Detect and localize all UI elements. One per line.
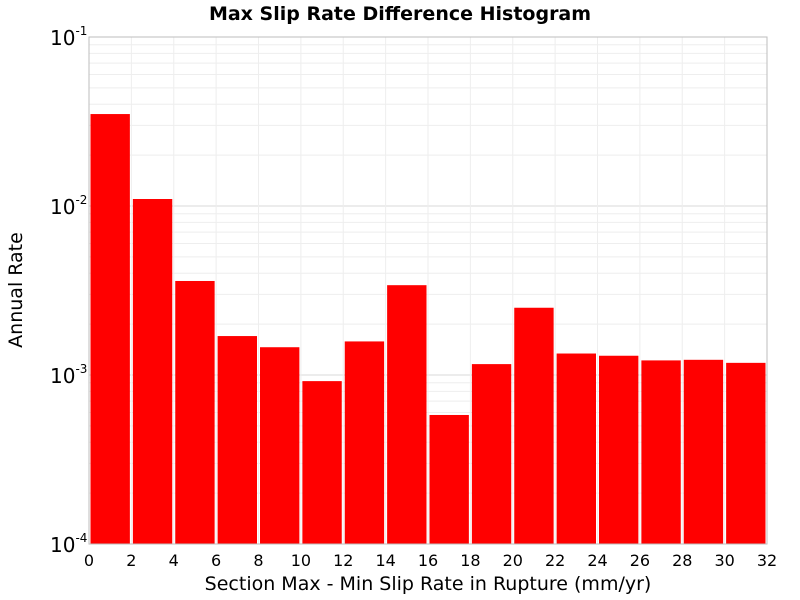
x-tick-label: 4 bbox=[169, 551, 179, 570]
histogram-bar bbox=[260, 347, 300, 544]
histogram-bar bbox=[132, 199, 173, 544]
histogram-bar bbox=[175, 280, 215, 544]
histogram-bar bbox=[344, 341, 385, 544]
y-axis-label: Annual Rate bbox=[5, 232, 27, 348]
x-tick-label: 12 bbox=[333, 551, 353, 570]
x-tick-label: 6 bbox=[211, 551, 221, 570]
histogram-bar bbox=[599, 355, 639, 544]
x-axis-ticks: 0 2 4 6 8 10 12 14 16 18 20 22 24 26 28 30 32 bbox=[84, 551, 777, 570]
y-axis-ticks: 10-1 10-2 10-3 10-4 bbox=[50, 24, 87, 557]
histogram-bar bbox=[726, 362, 766, 544]
x-tick-label: 14 bbox=[375, 551, 395, 570]
y-tick-label: 10-4 bbox=[50, 531, 87, 557]
x-tick-label: 30 bbox=[714, 551, 734, 570]
x-tick-label: 24 bbox=[587, 551, 607, 570]
histogram-bar bbox=[429, 414, 469, 544]
x-tick-label: 10 bbox=[291, 551, 311, 570]
histogram-bar bbox=[514, 307, 554, 544]
histogram-bar bbox=[217, 336, 257, 544]
x-tick-label: 32 bbox=[757, 551, 777, 570]
chart-title: Max Slip Rate Difference Histogram bbox=[209, 3, 591, 25]
x-tick-label: 18 bbox=[460, 551, 480, 570]
histogram-bar bbox=[683, 359, 724, 544]
histogram-bar bbox=[90, 114, 130, 545]
x-tick-label: 28 bbox=[672, 551, 692, 570]
histogram-bar bbox=[556, 353, 596, 544]
x-tick-label: 2 bbox=[126, 551, 136, 570]
x-tick-label: 8 bbox=[253, 551, 263, 570]
y-tick-label: 10-3 bbox=[50, 362, 87, 388]
x-axis-label: Section Max - Min Slip Rate in Rupture (… bbox=[205, 573, 652, 595]
histogram-bar bbox=[641, 360, 681, 544]
x-tick-label: 26 bbox=[630, 551, 650, 570]
histogram-bar bbox=[302, 381, 342, 544]
x-tick-label: 0 bbox=[84, 551, 94, 570]
histogram-bar bbox=[387, 285, 427, 544]
x-tick-label: 22 bbox=[545, 551, 565, 570]
x-tick-label: 20 bbox=[503, 551, 523, 570]
y-tick-label: 10-2 bbox=[50, 193, 87, 219]
bars bbox=[90, 114, 766, 545]
y-tick-label: 10-1 bbox=[50, 24, 87, 50]
plot-frame bbox=[88, 36, 768, 545]
histogram-bar bbox=[471, 364, 512, 544]
x-tick-label: 16 bbox=[418, 551, 438, 570]
